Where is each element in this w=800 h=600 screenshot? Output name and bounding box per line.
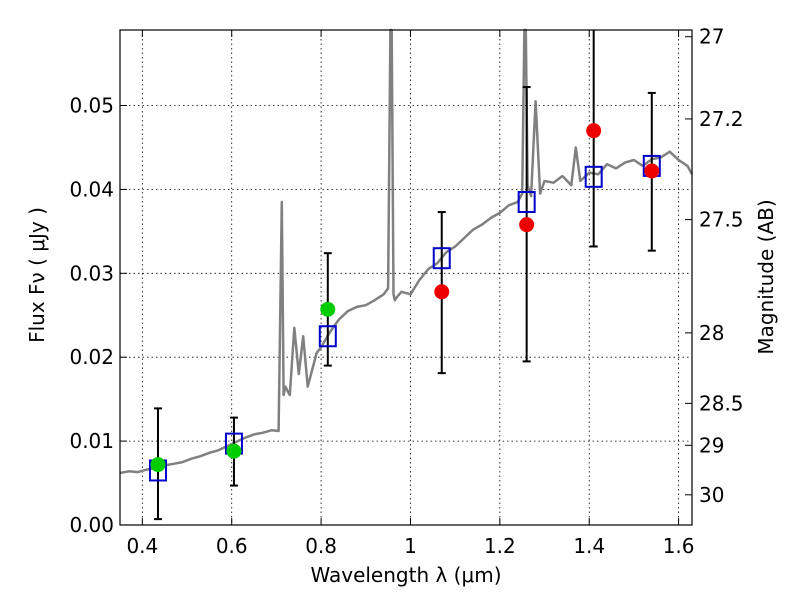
data-point <box>519 217 535 233</box>
data-point <box>586 123 602 139</box>
x-tick-label: 0.8 <box>305 534 337 558</box>
y2-tick-label: 30 <box>699 483 724 507</box>
data-point <box>320 301 336 317</box>
model-band-square <box>517 190 536 213</box>
y2-tick-label: 28.5 <box>699 391 744 415</box>
data-point <box>150 457 166 473</box>
y2-tick-label: 27 <box>699 25 724 49</box>
x-tick-label: 1.2 <box>484 534 516 558</box>
y2-tick-label: 27.5 <box>699 208 744 232</box>
data-point <box>434 284 450 300</box>
model-band-markers <box>148 154 661 482</box>
ticks: 0.4 0.6 0.8 1 1.2 1.4 1.6 0.00 0.01 0.02 0.03 0.04 0… <box>69 25 743 558</box>
y-tick-label: 0.01 <box>69 429 114 453</box>
x-tick-label: 1.4 <box>573 534 605 558</box>
x-tick-label: 0.6 <box>216 534 248 558</box>
y-tick-label: 0.02 <box>69 345 114 369</box>
x-axis-label: Wavelength λ (μm) <box>310 563 501 587</box>
plot-frame <box>119 29 693 526</box>
y2-axis-label: Magnitude (AB) <box>754 199 778 354</box>
y2-tick-label: 27.2 <box>699 107 744 131</box>
sed-template-series <box>119 28 694 475</box>
y-axis-label: Flux Fν ( μJy ) <box>25 207 49 343</box>
y2-tick-label: 29 <box>699 433 724 457</box>
photometry-points <box>150 123 660 473</box>
model-band-square <box>432 247 451 270</box>
grid <box>120 30 692 526</box>
model-band-square <box>318 325 337 348</box>
y-tick-label: 0.00 <box>69 513 114 537</box>
y-tick-label: 0.05 <box>69 94 114 118</box>
x-tick-label: 0.4 <box>126 534 158 558</box>
model-band-square <box>584 165 603 188</box>
x-tick-label: 1.6 <box>663 534 695 558</box>
y-tick-label: 0.03 <box>69 261 114 285</box>
y2-tick-label: 28 <box>699 321 724 345</box>
y-tick-label: 0.04 <box>69 177 114 201</box>
data-point <box>644 163 660 179</box>
x-tick-label: 1 <box>404 534 417 558</box>
data-point <box>226 443 242 459</box>
sed-template-line <box>119 28 694 475</box>
